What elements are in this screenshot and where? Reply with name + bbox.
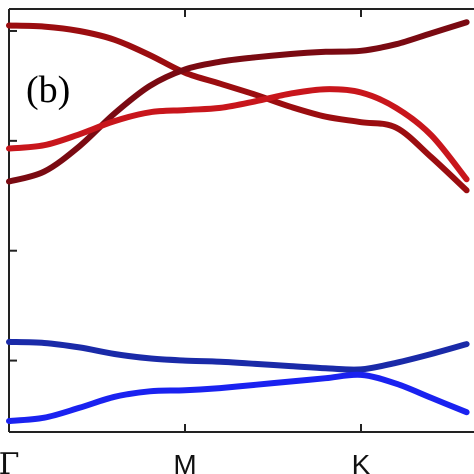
x-tick-label: K (352, 449, 371, 474)
panel-label: (b) (26, 69, 70, 111)
x-tick-label: Γ (0, 447, 19, 474)
axes (8, 8, 474, 433)
series-line-2 (6, 19, 470, 185)
series-line-5 (6, 371, 470, 424)
x-tick-label: M (173, 449, 196, 474)
series-line-4 (6, 338, 470, 373)
series-line-1 (6, 22, 470, 194)
series-line-3 (6, 86, 470, 183)
series-layer (6, 19, 470, 424)
